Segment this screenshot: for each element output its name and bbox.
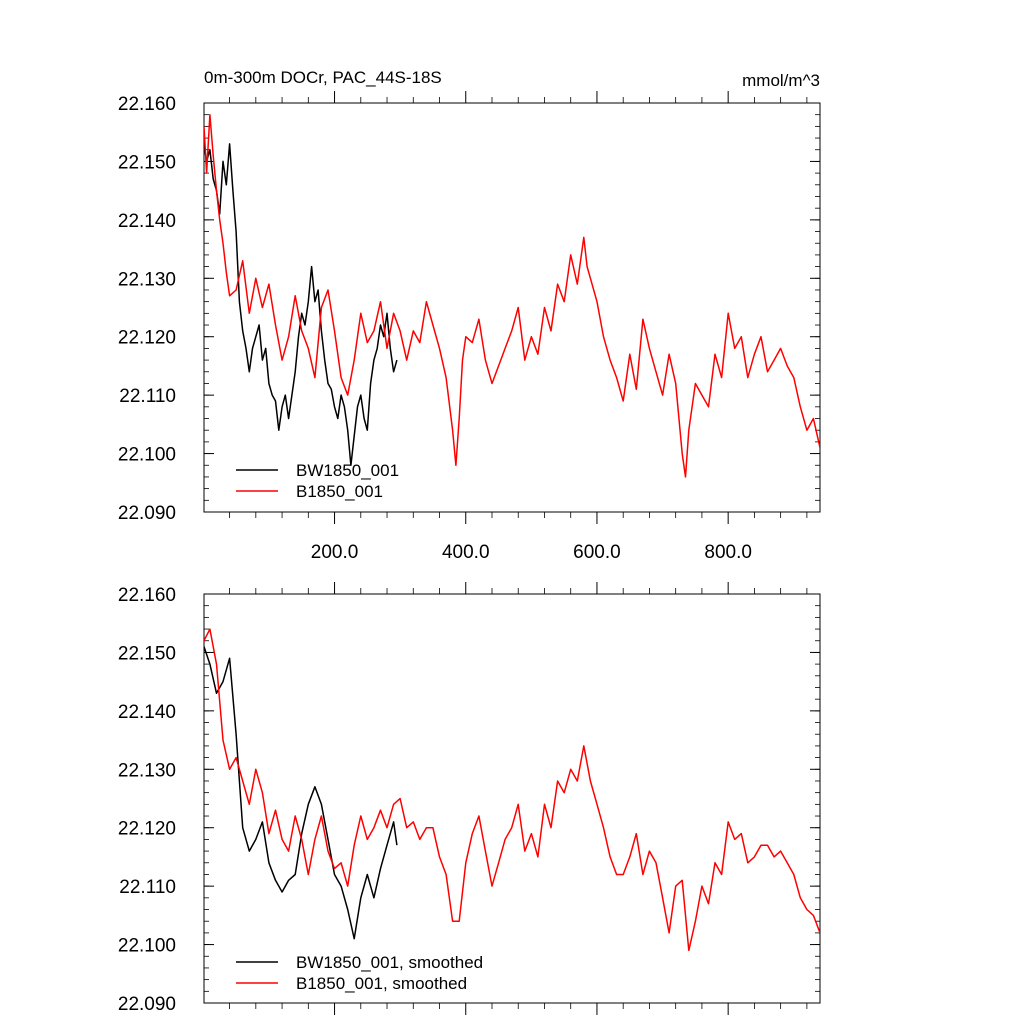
x-tick-label: 400.0 [442,542,490,563]
top-panel-units: mmol/m^3 [742,71,820,90]
plot-frame [203,102,821,513]
y-tick-label: 22.110 [119,877,176,898]
y-tick-label: 22.130 [118,760,176,781]
x-tick-label: 600.0 [573,542,621,563]
plot-frame [203,593,821,1004]
y-tick-label: 22.160 [118,94,176,115]
y-tick-label: 22.150 [118,152,176,173]
legend-label: B1850_001 [296,482,383,501]
bottom-panel: 22.090 22.100 22.110 22.120 22.130 22.140 22.1… [118,582,821,1015]
y-tick-label: 22.140 [118,211,176,232]
y-tick-label: 22.100 [118,936,176,957]
series-line-1 [204,628,820,952]
y-tick-label: 22.100 [118,445,176,466]
y-tick-label: 22.160 [118,585,176,606]
y-tick-label: 22.150 [118,643,176,664]
series-line-0 [204,646,398,940]
legend-label: BW1850_001, smoothed [296,953,483,972]
x-tick-label: 200.0 [311,542,359,563]
legend-label: BW1850_001 [296,461,399,480]
legend-label: B1850_001, smoothed [296,974,467,993]
y-tick-label: 22.130 [118,269,176,290]
x-tick-label: 800.0 [704,542,752,563]
y-tick-label: 22.120 [118,819,176,840]
y-tick-label: 22.090 [118,503,176,524]
top-panel-title: 0m-300m DOCr, PAC_44S-18S [204,68,442,87]
y-tick-label: 22.120 [118,328,176,349]
y-tick-label: 22.140 [118,702,176,723]
y-tick-label: 22.090 [118,994,176,1015]
top-panel: 0m-300m DOCr, PAC_44S-18S mmol/m^3 22.09… [118,68,821,563]
y-tick-label: 22.110 [119,386,176,407]
series-line-1 [204,113,820,478]
